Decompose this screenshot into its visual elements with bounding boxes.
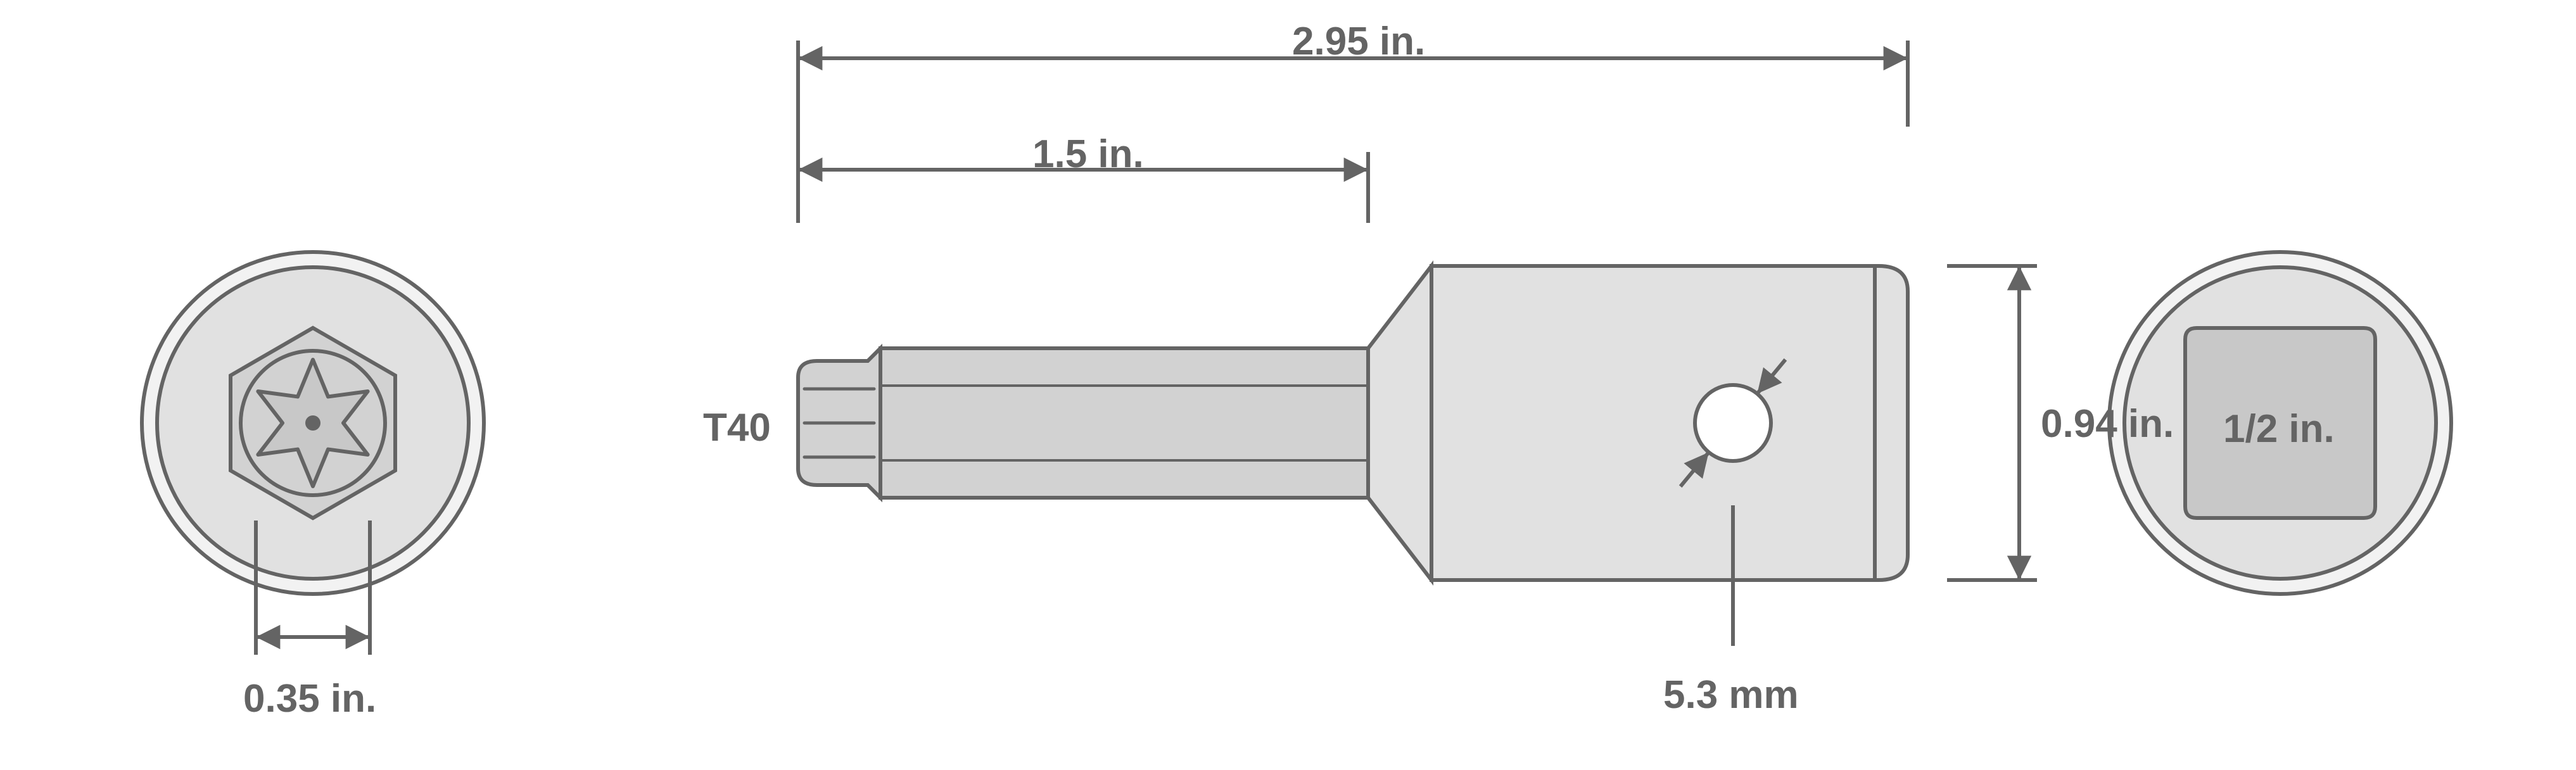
- label-bit-length: 1.5 in.: [1032, 132, 1144, 177]
- spec-diagram: [0, 0, 2576, 770]
- label-drive-size: 1/2 in.: [2223, 407, 2335, 451]
- label-total-length: 2.95 in.: [1292, 19, 1425, 64]
- label-ball-detent: 5.3 mm: [1663, 672, 1799, 717]
- label-bit-tip-width: 0.35 in.: [243, 676, 376, 721]
- label-bit-size: T40: [703, 405, 771, 450]
- label-socket-diameter: 0.94 in.: [2041, 401, 2174, 446]
